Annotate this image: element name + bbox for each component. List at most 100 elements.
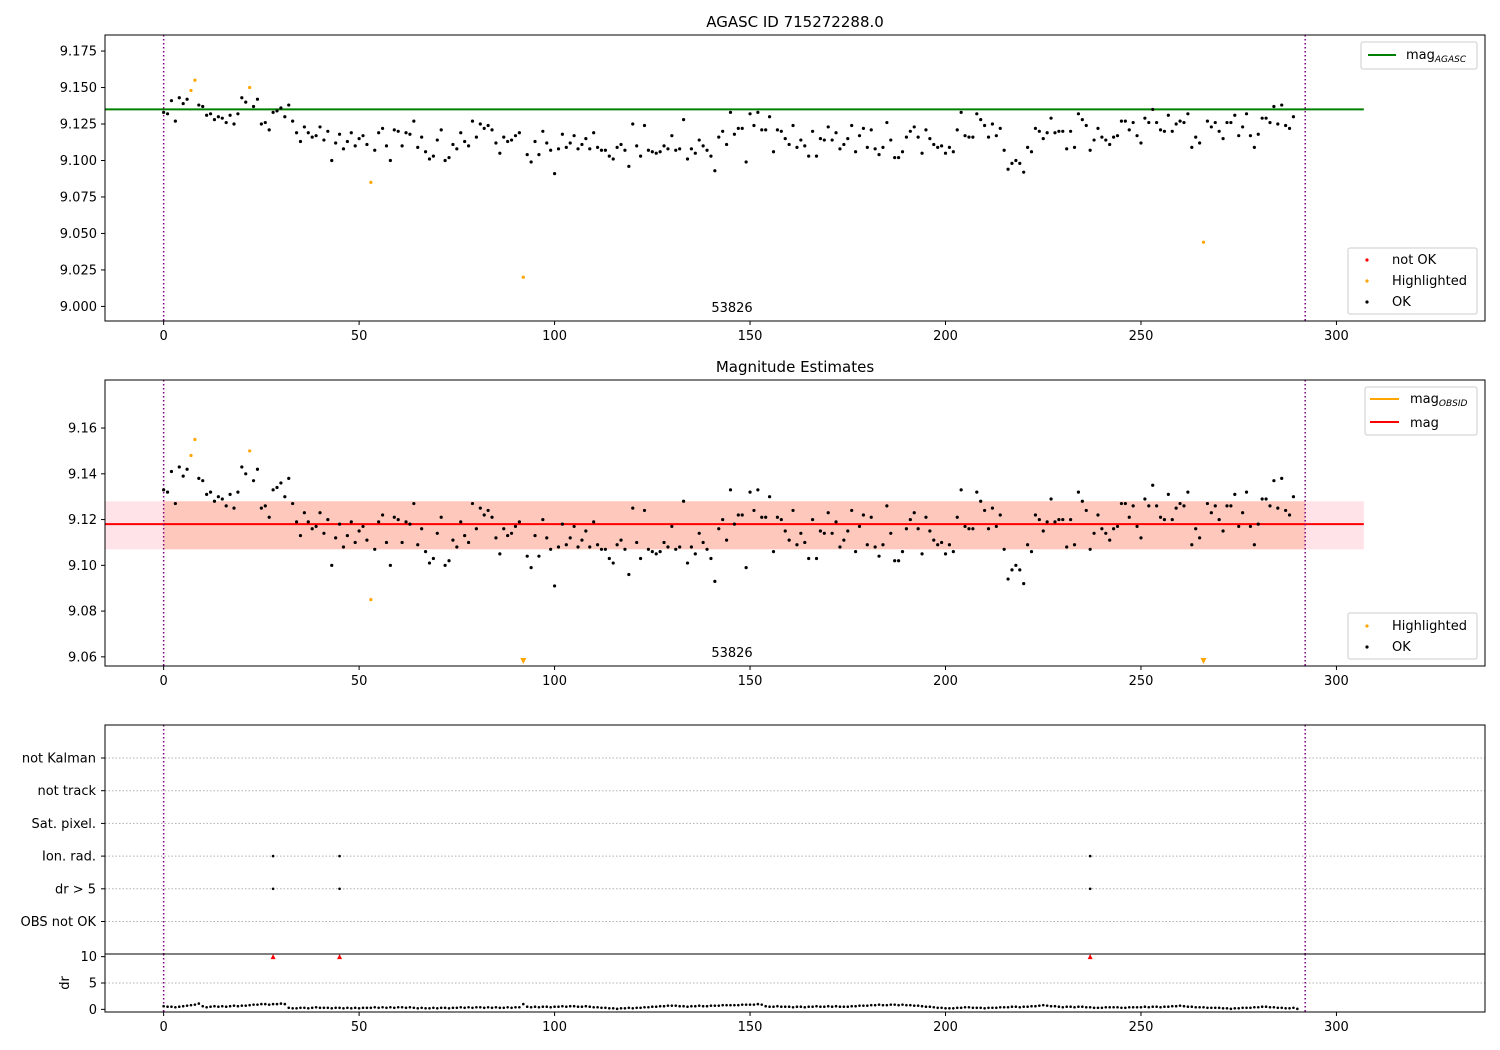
mid-point-ok xyxy=(1241,511,1245,515)
dr-point xyxy=(932,1005,936,1009)
dr-point xyxy=(670,1004,674,1007)
dr-point xyxy=(846,1005,850,1009)
mid-point-ok xyxy=(1237,524,1241,529)
top-point-ok xyxy=(451,142,455,147)
top-point-ok xyxy=(400,144,404,148)
top-point-ok xyxy=(983,123,987,128)
top-point-ok xyxy=(541,129,545,133)
mid-point-ok xyxy=(185,467,189,471)
dr-point xyxy=(557,1005,560,1009)
dr-point xyxy=(592,1005,595,1009)
mid-point-ok xyxy=(545,536,549,540)
top-point-ok xyxy=(349,131,353,135)
mid-point-ok xyxy=(650,550,654,554)
top-point-ok xyxy=(423,150,428,154)
dr-point xyxy=(217,1005,220,1009)
dr-point xyxy=(944,1007,947,1010)
top-point-ok xyxy=(1092,138,1096,142)
top-point-ok xyxy=(853,150,858,154)
dr-point xyxy=(545,1005,549,1009)
dr-point xyxy=(1213,1006,1217,1010)
top-point-ok xyxy=(1213,120,1217,125)
flags-point xyxy=(1088,887,1092,891)
top-point-ok xyxy=(877,153,881,157)
dr-point xyxy=(1202,1005,1205,1009)
mid-ytick-label-0: 9.06 xyxy=(68,650,97,665)
mid-point-ok xyxy=(525,554,529,558)
top-point-ok xyxy=(322,138,326,142)
top-point-ok xyxy=(595,145,600,149)
dr-point xyxy=(287,1006,291,1010)
mid-point-highlighted xyxy=(193,437,197,442)
top-point-ok xyxy=(506,139,510,144)
dr-point xyxy=(1170,1004,1174,1008)
dr-point xyxy=(697,1004,701,1007)
dr-xtick-label-5: 250 xyxy=(1129,1020,1154,1035)
top-point-ok xyxy=(1244,112,1249,116)
top-point-ok xyxy=(873,147,877,151)
dr-point xyxy=(1057,1005,1061,1009)
mid-point-ok xyxy=(412,501,416,506)
top-point-ok xyxy=(279,106,283,110)
dr-xtick-label-3: 150 xyxy=(738,1020,763,1035)
mid-point-ok xyxy=(1072,543,1077,547)
dr-point xyxy=(1296,1007,1299,1011)
top-point-ok xyxy=(1205,119,1210,123)
dr-point xyxy=(811,1005,814,1009)
top-point-ok xyxy=(1100,135,1104,139)
top-point-ok xyxy=(169,99,174,103)
mid-point-ok xyxy=(529,566,533,570)
mid-point-ok xyxy=(427,561,432,565)
dr-point xyxy=(866,1004,869,1007)
top-point-ok xyxy=(275,109,279,113)
top-point-ok xyxy=(635,144,639,148)
dr-point xyxy=(428,1007,431,1010)
top-point-ok xyxy=(232,122,236,126)
mid-point-ok xyxy=(658,550,662,554)
top-point-ok xyxy=(337,132,342,136)
dr-point xyxy=(729,1003,732,1007)
dr-point xyxy=(819,1005,822,1009)
top-point-ok xyxy=(525,153,529,157)
top-point-ok xyxy=(306,131,310,135)
top-point-ok xyxy=(1276,122,1280,126)
top-xtick-label-0: 0 xyxy=(159,329,167,344)
top-point-ok xyxy=(431,154,435,158)
top-point-ok xyxy=(1104,138,1108,142)
flags-category-label-0: not Kalman xyxy=(22,752,96,767)
dr-point xyxy=(224,1005,228,1009)
mid-point-ok xyxy=(826,511,830,515)
top-point-ok xyxy=(826,125,830,129)
dr-point xyxy=(1217,1006,1221,1010)
dr-point xyxy=(506,1005,509,1009)
dr-point xyxy=(725,1003,728,1007)
top-ytick-label-6: 9.150 xyxy=(60,81,97,96)
dr-point xyxy=(416,1007,420,1010)
top-point-ok xyxy=(384,144,389,148)
mid-point-ok xyxy=(810,517,815,522)
dr-point xyxy=(924,1005,928,1009)
dr-point xyxy=(643,1005,646,1009)
mid-point-ok xyxy=(1076,490,1081,494)
mid-point-ok xyxy=(564,543,568,547)
top-point-ok xyxy=(1057,129,1061,133)
mid-point-ok xyxy=(932,538,936,542)
mid-point-ok xyxy=(1147,504,1151,508)
mid-point-ok xyxy=(893,559,897,563)
dr-point xyxy=(1045,1004,1049,1007)
top-point-ok xyxy=(803,144,807,148)
flags-category-label-2: Sat. pixel. xyxy=(32,817,96,832)
dr-point xyxy=(1163,1005,1166,1009)
top-point-ok xyxy=(427,157,432,161)
mid-point-ok xyxy=(216,495,220,499)
mid-point-ok xyxy=(607,556,611,561)
top-point-ok xyxy=(1264,116,1268,120)
mid-point-ok xyxy=(373,547,377,551)
top-ytick-label-4: 9.100 xyxy=(60,154,97,169)
mid-ytick-label-5: 9.16 xyxy=(68,422,97,437)
mid-point-ok xyxy=(936,543,940,547)
mid-ytick-label-1: 9.08 xyxy=(68,605,97,620)
mid-point-ok xyxy=(975,490,979,494)
mid-point-ok xyxy=(552,584,557,588)
top-point-ok xyxy=(470,119,475,123)
